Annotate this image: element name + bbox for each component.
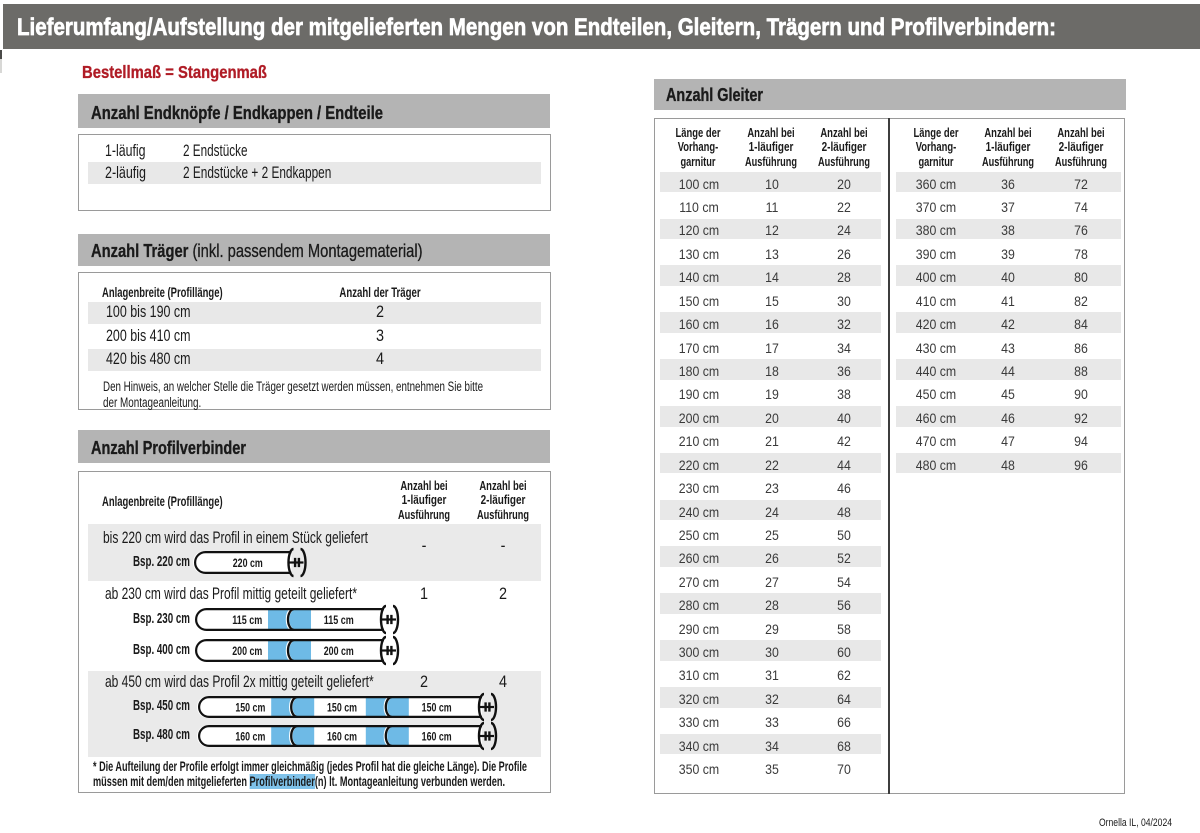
svg-text:200 cm: 200 cm [232, 643, 262, 657]
svg-text:150 cm: 150 cm [235, 700, 265, 714]
svg-text:150 cm: 150 cm [422, 700, 452, 714]
svg-text:115 cm: 115 cm [232, 613, 262, 627]
svg-text:115 cm: 115 cm [324, 613, 354, 627]
svg-text:160 cm: 160 cm [327, 729, 357, 743]
svg-text:160 cm: 160 cm [422, 729, 452, 743]
svg-text:200 cm: 200 cm [324, 643, 354, 657]
svg-text:150 cm: 150 cm [327, 700, 357, 714]
svg-text:220 cm: 220 cm [232, 555, 262, 569]
svg-text:160 cm: 160 cm [235, 729, 265, 743]
